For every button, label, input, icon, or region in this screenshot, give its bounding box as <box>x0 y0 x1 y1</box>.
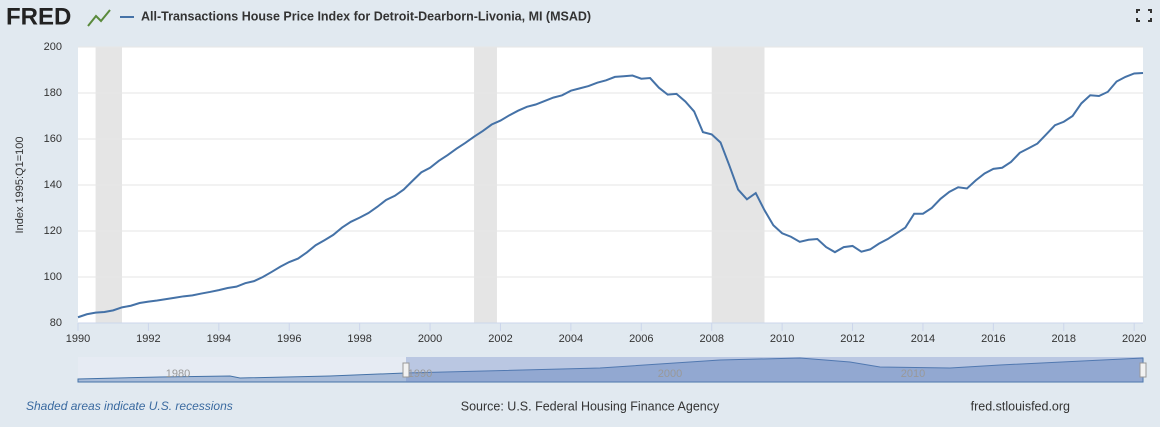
navigator-handle[interactable] <box>1139 362 1147 378</box>
x-tick-label: 2010 <box>770 333 794 345</box>
x-tick-label: 2008 <box>699 333 723 345</box>
navigator-label: 2010 <box>901 368 925 380</box>
x-tick-label: 1990 <box>66 333 90 345</box>
site: fred.stlouisfed.org <box>971 399 1070 413</box>
y-tick-label: 120 <box>44 225 62 237</box>
x-tick-label: 2020 <box>1122 333 1146 345</box>
x-tick-label: 1992 <box>136 333 160 345</box>
y-tick-label: 160 <box>44 133 62 145</box>
x-tick-label: 1996 <box>277 333 301 345</box>
y-axis-label: Index 1995:Q1=100 <box>14 137 26 234</box>
logo: FRED <box>6 3 71 30</box>
fullscreen-icon[interactable] <box>1136 9 1152 22</box>
y-tick-label: 140 <box>44 179 62 191</box>
x-tick-label: 2014 <box>911 333 935 345</box>
x-tick-label: 2006 <box>629 333 653 345</box>
x-tick-label: 2016 <box>981 333 1005 345</box>
navigator-label: 2000 <box>658 368 682 380</box>
navigator-label: 1990 <box>408 368 432 380</box>
x-tick-label: 2000 <box>418 333 442 345</box>
navigator-label: 1980 <box>166 368 190 380</box>
navigator-series <box>77 357 1144 383</box>
chart-title: All-Transactions House Price Index for D… <box>141 9 591 23</box>
recession-note: Shaded areas indicate U.S. recessions <box>26 399 233 413</box>
source: Source: U.S. Federal Housing Finance Age… <box>461 399 720 413</box>
x-tick-label: 1994 <box>207 333 231 345</box>
logo-icon <box>87 9 111 27</box>
navigator-handle[interactable] <box>402 362 410 378</box>
navigator-selection[interactable] <box>406 357 1143 382</box>
x-tick-label: 2018 <box>1052 333 1076 345</box>
x-tick-label: 2012 <box>840 333 864 345</box>
y-tick-label: 180 <box>44 87 62 99</box>
x-tick-label: 1998 <box>347 333 371 345</box>
series-line <box>77 71 1144 319</box>
x-tick-label: 2004 <box>559 333 583 345</box>
plot-layer: 80 100 120 140 160 180 200 1990 1992 1994 1996 1998… <box>44 41 1147 345</box>
x-tick-label: 2002 <box>488 333 512 345</box>
y-tick-label: 100 <box>44 271 62 283</box>
y-tick-label: 200 <box>44 41 62 53</box>
navigator: 1980 1990 2000 2010 <box>77 357 1147 383</box>
y-tick-label: 80 <box>50 317 62 329</box>
